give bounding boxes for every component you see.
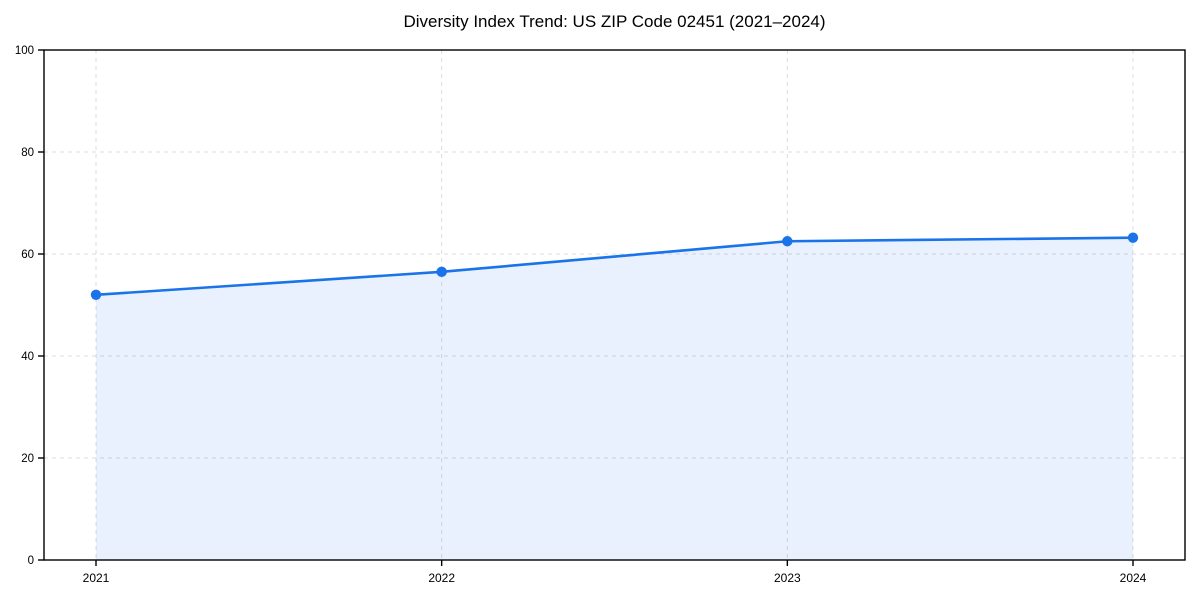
y-tick-label: 60 [21, 249, 34, 261]
plot-border [43, 49, 1186, 561]
data-point-marker [782, 236, 793, 247]
data-point-marker [436, 266, 447, 278]
series-line [94, 236, 1135, 297]
y-tick-label: 40 [21, 351, 34, 363]
x-tick-label: 2024 [1120, 571, 1147, 585]
y-tick-label: 100 [15, 45, 34, 57]
series-area-fill [96, 237, 1133, 560]
x-tick-label: 2021 [83, 571, 110, 585]
data-point-marker [90, 289, 102, 300]
y-tick-label: 80 [21, 147, 34, 159]
chart-title: Diversity Index Trend: US ZIP Code 02451… [403, 12, 826, 31]
x-tick-label: 2023 [774, 571, 801, 585]
y-tick-label: 0 [28, 555, 34, 567]
data-point-marker [1127, 232, 1139, 243]
x-tick-label: 2022 [428, 571, 455, 585]
y-tick-label: 20 [21, 453, 34, 465]
